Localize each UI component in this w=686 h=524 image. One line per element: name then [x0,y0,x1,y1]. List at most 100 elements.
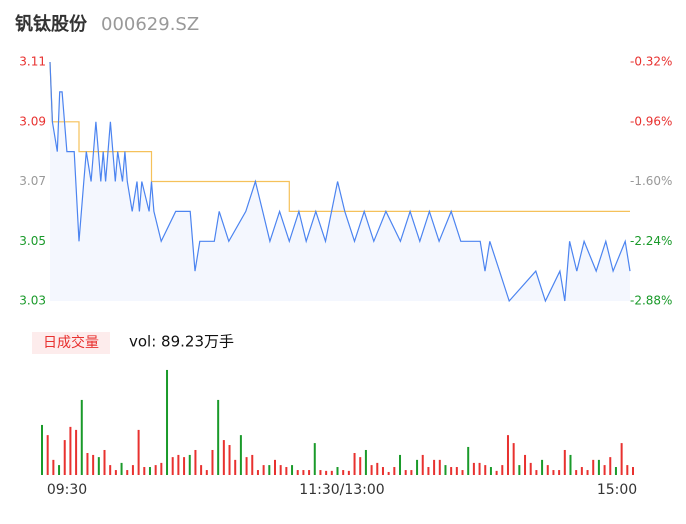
volume-bar [296,470,299,475]
stock-code: 000629.SZ [101,14,199,35]
volume-bar [114,470,117,475]
volume-bar [495,470,498,475]
volume-bar [626,465,629,475]
volume-bar [273,459,276,475]
y2-tick-label: -2.88% [630,294,672,308]
volume-bar [63,440,66,475]
volume-bar [69,426,72,475]
volume-label-box [32,332,110,354]
volume-bar [609,457,612,475]
volume-bar [404,470,407,475]
volume-bar [563,449,566,475]
volume-bar [586,470,589,475]
volume-bar [154,465,157,475]
volume-bar [518,465,521,475]
volume-bar [325,470,328,475]
volume-bar [524,454,527,475]
volume-bar [291,465,294,475]
volume-bar [143,467,146,475]
volume-bar [268,465,271,475]
volume-bar [552,470,555,475]
volume-bar [109,465,112,475]
volume-bar [58,465,61,475]
volume-bar [75,429,78,475]
y2-tick-label: -2.24% [630,234,672,248]
volume-bar [330,470,333,475]
volume-bar [92,454,95,475]
volume-bar [188,454,191,475]
price-area [50,62,630,301]
volume-bar [484,465,487,475]
volume-bar [217,399,220,475]
y-tick-label: 3.03 [19,294,46,308]
stock-name: 钒钛股份 [15,13,88,35]
volume-bar [120,462,123,475]
volume-bar [205,470,208,475]
volume-bar [228,445,231,475]
volume-bar [342,470,345,475]
y-tick-label: 3.05 [19,234,46,248]
volume-bar [535,470,538,475]
volume-bar [472,462,475,475]
volume-bar [336,467,339,475]
volume-bar [211,449,214,475]
average-line [49,61,630,212]
volume-bar [364,449,367,475]
volume-bar [512,443,515,475]
volume-bar [103,449,106,475]
y-tick-label: 3.07 [19,174,46,188]
volume-bar [546,465,549,475]
volume-bar [478,462,481,475]
volume-bar [126,470,129,475]
volume-bar [603,465,606,475]
volume-bar [97,457,100,475]
volume-bar [222,440,225,475]
volume-bar [251,454,254,475]
volume-bar [632,467,634,475]
volume-bar [308,470,311,475]
volume-bar [376,462,379,475]
volume-bar [194,449,197,475]
volume-bar [461,470,464,475]
y-tick-label: 3.09 [19,114,46,128]
volume-bar [575,470,578,475]
volume-bar [302,470,305,475]
volume-bar [427,467,430,475]
volume-bar [160,462,163,475]
volume-title: 日成交量 [43,334,99,351]
volume-bar [347,470,350,475]
volume-bar [171,457,174,475]
volume-bar [529,462,532,475]
volume-bar [614,467,617,475]
volume-bar [393,467,396,475]
volume-bar [200,465,203,475]
volume-bar [597,459,600,475]
volume-bar [262,465,265,475]
volume-total: vol: 89.23万手 [129,333,234,351]
volume-bar [177,454,180,475]
volume-bar [359,457,362,475]
volume-bar [501,465,504,475]
y-tick-label: 3.11 [19,55,46,69]
volume-bar [399,454,402,475]
volume-bar [353,453,356,475]
volume-bar [370,465,373,475]
volume-bar [450,467,453,475]
volume-bar [256,470,259,475]
volume-bar [433,459,436,475]
volume-bar [313,443,316,475]
y2-tick-label: -0.32% [630,55,672,69]
volume-bar [285,467,288,475]
volume-bar [506,435,509,475]
x-tick-label: 11:30/13:00 [299,482,384,498]
volume-bar [569,454,572,475]
volume-bar [52,459,55,475]
x-tick-label: 15:00 [597,482,637,498]
volume-bar [387,471,390,475]
volume-bar [620,443,623,475]
x-tick-label: 09:30 [47,482,87,498]
price-line [49,61,631,303]
volume-bar [381,467,384,475]
volume-bar [279,465,282,475]
